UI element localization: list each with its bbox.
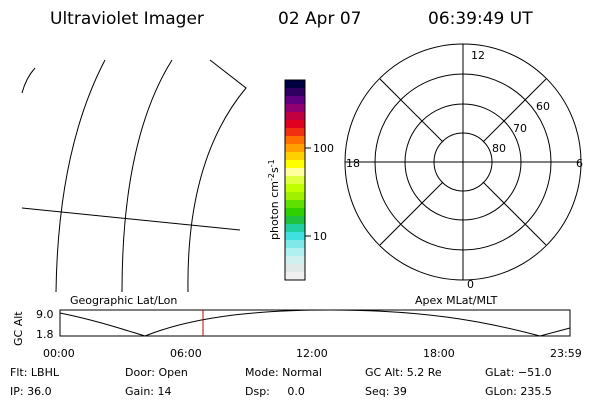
grid-curve [187, 59, 247, 293]
unit-exponent: -2 [267, 173, 276, 181]
timeline-title: Apex MLat/MLT [415, 294, 498, 307]
unit-text: photon cm [268, 181, 281, 240]
colorbar-band [285, 240, 305, 249]
status-item: GLat: −51.0 [485, 366, 552, 379]
status-item: Gain: 14 [125, 385, 172, 398]
colorbar-band [285, 120, 305, 129]
mlt-label: 12 [471, 49, 485, 62]
colorbar-band [285, 128, 305, 137]
meridian [482, 181, 547, 246]
status-item: Door: Open [125, 366, 188, 379]
colorbar-unit: photon cm-2s-1 [267, 159, 281, 240]
status: Flt: LBHL Door: Open Mode: Normal GC Alt… [10, 366, 552, 398]
meridian [379, 78, 444, 143]
time-label: 23:59 [550, 347, 582, 360]
status-item: Seq: 39 [365, 385, 407, 398]
mlt-label: 6 [576, 157, 583, 170]
colorbar-band [285, 176, 305, 185]
colorbar-band [285, 112, 305, 121]
instrument-title: Ultraviolet Imager [50, 9, 204, 29]
polar-plot: 12 18 6 0 60 70 80 [344, 43, 583, 291]
colorbar-tick-label: 10 [313, 230, 327, 243]
colorbar-band [285, 88, 305, 97]
status-item: Flt: LBHL [10, 366, 60, 379]
status-item: GLon: 235.5 [485, 385, 552, 398]
lat-label: 80 [492, 142, 506, 155]
lat-label: 70 [513, 122, 527, 135]
colorbar-tick-label: 100 [313, 142, 334, 155]
status-item: IP: 36.0 [10, 385, 52, 398]
timeline-y-min: 1.8 [36, 328, 54, 341]
mlt-label: 0 [467, 278, 474, 291]
timeline-title: Geographic Lat/Lon [70, 294, 177, 307]
time-label: 06:00 [170, 347, 202, 360]
lat-label: 60 [536, 100, 550, 113]
time: 06:39:49 UT [428, 9, 533, 29]
status-item: GC Alt: 5.2 Re [365, 366, 442, 379]
colorbar-band [285, 224, 305, 233]
colorbar-band [285, 272, 305, 281]
colorbar-band [285, 96, 305, 105]
date: 02 Apr 07 [278, 9, 361, 29]
grid-curve [21, 207, 241, 231]
unit-exponent: -1 [267, 159, 276, 167]
colorbar-band [285, 184, 305, 193]
colorbar [285, 80, 305, 281]
colorbar-band [285, 264, 305, 273]
colorbar-band [285, 232, 305, 241]
colorbar-band [285, 200, 305, 209]
colorbar-band [285, 104, 305, 113]
meridian [482, 78, 547, 143]
colorbar-band [285, 216, 305, 225]
mlt-label: 18 [346, 157, 360, 170]
colorbar-band [285, 160, 305, 169]
timeline: Geographic Lat/Lon Apex MLat/MLT GC Alt … [12, 294, 582, 360]
time-label: 18:00 [423, 347, 455, 360]
colorbar-band [285, 144, 305, 153]
grid-curve [55, 59, 106, 293]
altitude-curve [59, 309, 571, 337]
meridian [379, 181, 444, 246]
unit-text: s [268, 167, 281, 173]
grid-curve [21, 67, 36, 94]
time-label: 00:00 [43, 347, 75, 360]
colorbar-band [285, 256, 305, 265]
colorbar-frame [284, 79, 306, 281]
time-label: 12:00 [296, 347, 328, 360]
colorbar-band [285, 168, 305, 177]
colorbar-band [285, 80, 305, 89]
status-item: Dsp: 0.0 [245, 385, 305, 398]
colorbar-band [285, 192, 305, 201]
colorbar-band [285, 248, 305, 257]
grid-curve [121, 59, 173, 293]
colorbar-band [285, 152, 305, 161]
timeline-y-label: GC Alt [12, 311, 25, 346]
status-item: Mode: Normal [245, 366, 322, 379]
colorbar-band [285, 136, 305, 145]
colorbar-band [285, 208, 305, 217]
timeline-y-max: 9.0 [36, 308, 54, 321]
geographic-grid [21, 59, 247, 293]
